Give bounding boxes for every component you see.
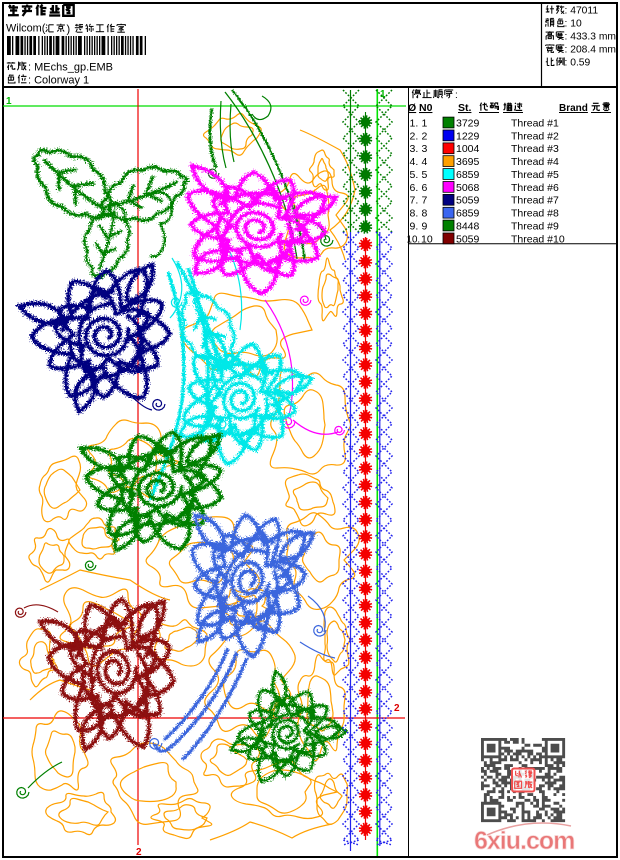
svg-text:7.: 7. [410, 195, 419, 207]
svg-text:: 208.4 mm: : 208.4 mm [565, 45, 617, 56]
svg-text:: 47011: : 47011 [565, 6, 599, 17]
svg-text:Ø: Ø [408, 102, 416, 114]
svg-text:: Colorway 1: : Colorway 1 [28, 75, 89, 87]
svg-text:6: 6 [422, 182, 428, 194]
svg-text:8: 8 [422, 208, 428, 220]
svg-text:6859: 6859 [456, 208, 480, 220]
svg-text:3729: 3729 [456, 117, 480, 129]
svg-text:Wilcom(: Wilcom( [6, 23, 46, 35]
svg-text:8.: 8. [410, 208, 419, 220]
svg-text:): ) [67, 24, 71, 36]
svg-text:2: 2 [136, 847, 142, 858]
svg-text:: MEchs_gp.EMB: : MEchs_gp.EMB [28, 62, 113, 74]
svg-text:Thread #6: Thread #6 [511, 182, 559, 194]
svg-text:10: 10 [421, 233, 433, 245]
svg-text:6.: 6. [410, 182, 419, 194]
svg-text:7: 7 [422, 195, 428, 207]
svg-text:: 433.3 mm: : 433.3 mm [565, 32, 617, 43]
svg-text:9: 9 [422, 220, 428, 232]
svg-text:3: 3 [422, 143, 428, 155]
svg-text:Thread #9: Thread #9 [511, 220, 559, 232]
svg-text:5.: 5. [410, 169, 419, 181]
svg-text::: : [455, 90, 458, 101]
svg-text:1: 1 [6, 96, 12, 107]
svg-text:Thread #4: Thread #4 [511, 156, 559, 168]
svg-text:1: 1 [380, 89, 386, 100]
svg-text:1004: 1004 [456, 143, 480, 155]
svg-text:Thread #1: Thread #1 [511, 117, 559, 129]
svg-text:8448: 8448 [456, 220, 480, 232]
svg-text:: 10: : 10 [565, 19, 582, 30]
svg-text:Thread #5: Thread #5 [511, 169, 559, 181]
svg-text:6859: 6859 [456, 169, 480, 181]
svg-text:3.: 3. [410, 143, 419, 155]
svg-text:2.: 2. [410, 130, 419, 142]
svg-text:4.: 4. [410, 156, 419, 168]
svg-text:10.: 10. [407, 234, 421, 245]
svg-text:N0: N0 [419, 102, 433, 114]
svg-text:5: 5 [422, 169, 428, 181]
svg-text:Thread #8: Thread #8 [511, 208, 559, 220]
svg-text:5059: 5059 [456, 233, 480, 245]
svg-text:5068: 5068 [456, 182, 480, 194]
svg-text:1.: 1. [410, 117, 419, 129]
svg-text:Thread #7: Thread #7 [511, 195, 559, 207]
svg-text:St.: St. [458, 102, 472, 114]
svg-text:Thread #2: Thread #2 [511, 130, 559, 142]
svg-text:9.: 9. [410, 220, 419, 232]
svg-text:Thread #3: Thread #3 [511, 143, 559, 155]
svg-text:5059: 5059 [456, 195, 480, 207]
svg-text:2: 2 [394, 703, 400, 714]
svg-text:: 0.59: : 0.59 [565, 58, 591, 69]
svg-text:2: 2 [422, 130, 428, 142]
svg-text:3695: 3695 [456, 156, 480, 168]
svg-text:4: 4 [422, 156, 428, 168]
svg-text:Thread #10: Thread #10 [511, 233, 565, 245]
svg-text:Brand: Brand [559, 103, 588, 114]
svg-text:1: 1 [422, 117, 428, 129]
svg-text:1229: 1229 [456, 130, 480, 142]
svg-text:6xiu.com: 6xiu.com [474, 827, 574, 855]
